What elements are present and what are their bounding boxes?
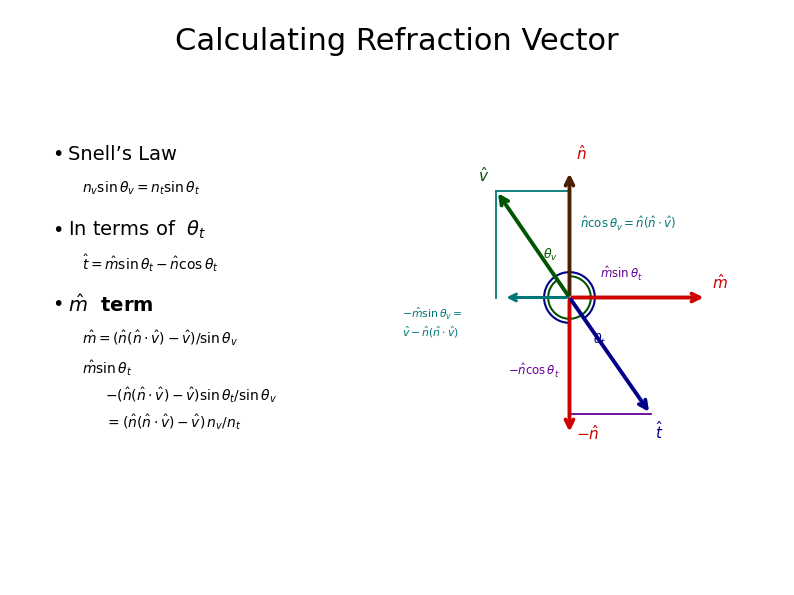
Text: $\hat{m}\sin\theta_t$: $\hat{m}\sin\theta_t$: [600, 265, 643, 283]
Text: $\hat{m}\sin\theta_t$: $\hat{m}\sin\theta_t$: [82, 358, 133, 378]
Text: $\hat{t}$: $\hat{t}$: [655, 420, 663, 442]
Text: $\hat{m}$  term: $\hat{m}$ term: [68, 294, 153, 316]
Text: •: •: [52, 146, 64, 164]
Text: Snell’s Law: Snell’s Law: [68, 146, 177, 164]
Text: $\hat{m} = (\hat{n}(\hat{n}\cdot\hat{v}) - \hat{v})/\sin\theta_v$: $\hat{m} = (\hat{n}(\hat{n}\cdot\hat{v})…: [82, 328, 238, 348]
Text: $-\hat{n}$: $-\hat{n}$: [576, 424, 599, 443]
Text: $\hat{m}$: $\hat{m}$: [711, 274, 727, 292]
Text: In terms of  $\theta_t$: In terms of $\theta_t$: [68, 219, 206, 241]
Text: $-\hat{m}\sin\theta_v =$
$\hat{v} - \hat{n}(\hat{n}\cdot\hat{v})$: $-\hat{m}\sin\theta_v =$ $\hat{v} - \hat…: [402, 306, 463, 340]
Text: •: •: [52, 296, 64, 315]
Text: $\theta_v$: $\theta_v$: [543, 247, 557, 263]
Text: $\hat{v}$: $\hat{v}$: [478, 166, 489, 185]
Text: $-(\hat{n}(\hat{n}\cdot\hat{v}) - \hat{v})\sin\theta_t/\sin\theta_v$: $-(\hat{n}(\hat{n}\cdot\hat{v}) - \hat{v…: [105, 385, 277, 405]
Text: •: •: [52, 221, 64, 240]
Text: $n_v \sin\theta_v = n_t \sin\theta_t$: $n_v \sin\theta_v = n_t \sin\theta_t$: [82, 179, 201, 197]
Text: $=(\hat{n}(\hat{n}\cdot\hat{v}) - \hat{v})\,n_v/n_t$: $=(\hat{n}(\hat{n}\cdot\hat{v}) - \hat{v…: [105, 412, 241, 432]
Text: $\theta_t$: $\theta_t$: [593, 332, 607, 348]
Text: $\hat{t} = \hat{m}\sin\theta_t - \hat{n}\cos\theta_t$: $\hat{t} = \hat{m}\sin\theta_t - \hat{n}…: [82, 252, 219, 274]
Text: $-\hat{n}\cos\theta_t$: $-\hat{n}\cos\theta_t$: [507, 362, 559, 380]
Text: $\hat{n}\cos\theta_v = \hat{n}(\hat{n}\cdot\hat{v})$: $\hat{n}\cos\theta_v = \hat{n}(\hat{n}\c…: [580, 215, 676, 233]
Text: Calculating Refraction Vector: Calculating Refraction Vector: [175, 27, 619, 57]
Text: $\hat{n}$: $\hat{n}$: [576, 143, 586, 162]
